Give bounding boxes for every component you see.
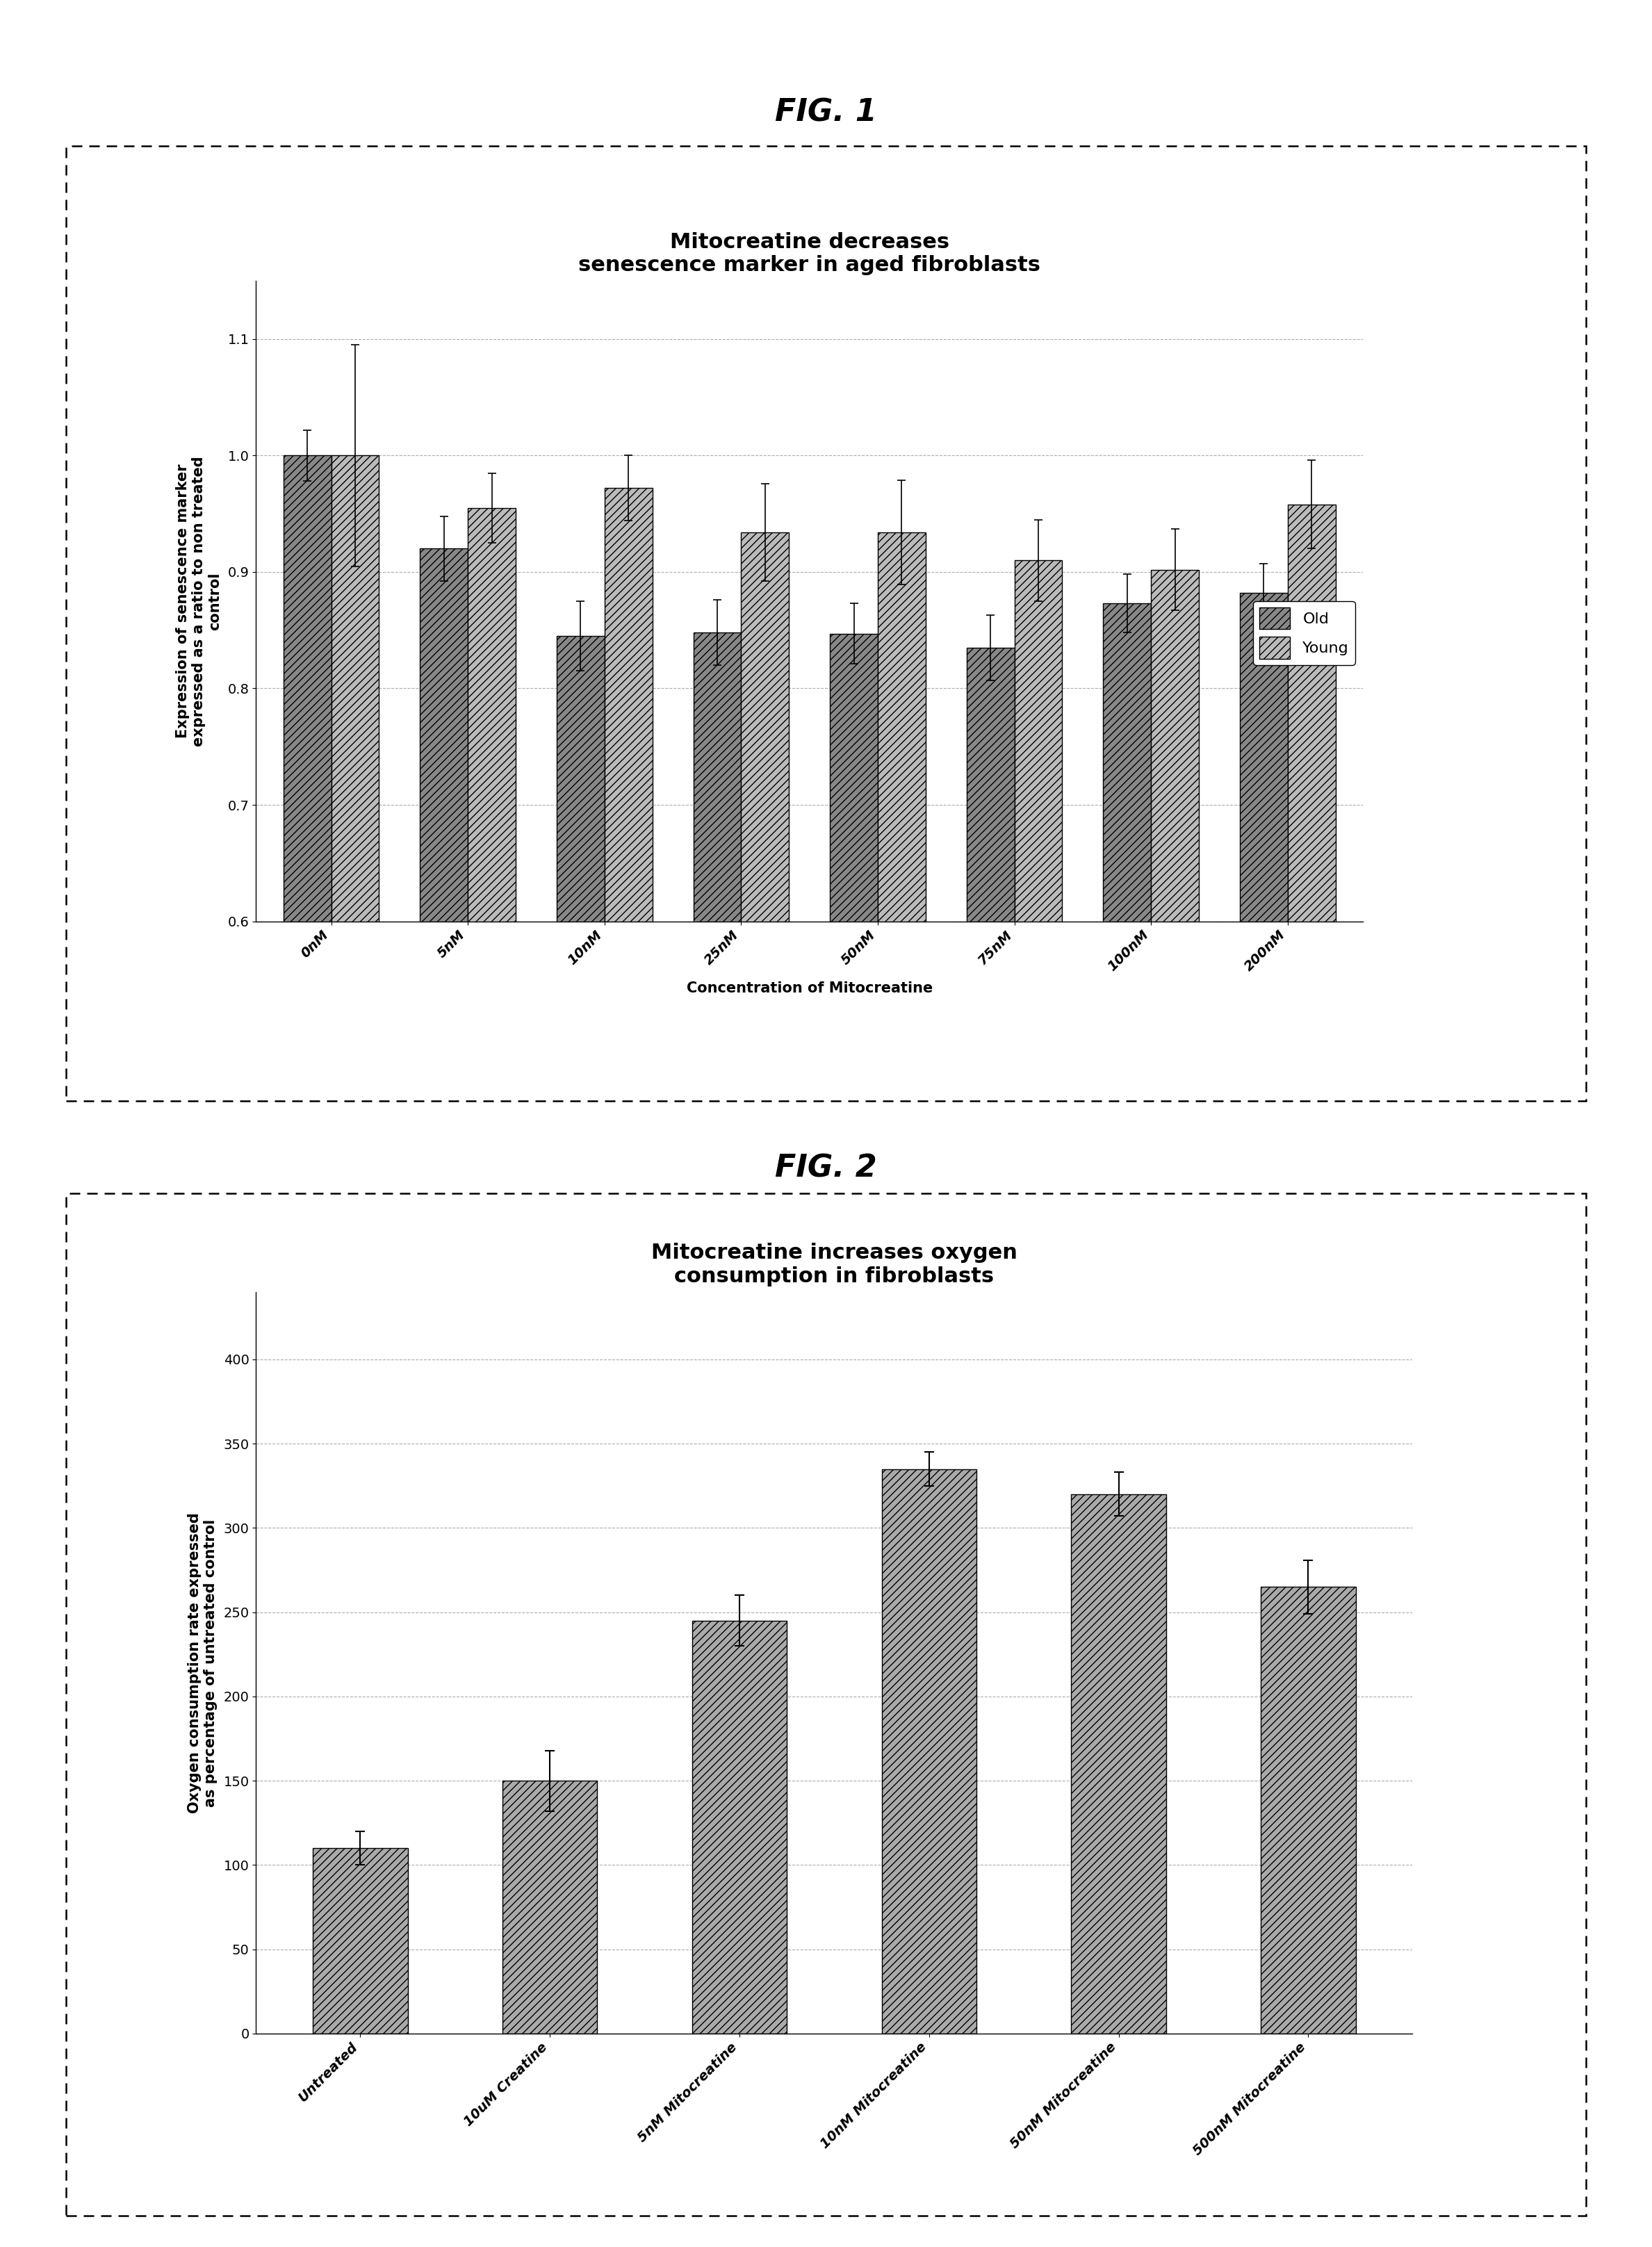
- Bar: [692, 1620, 786, 2034]
- Bar: [284, 456, 330, 1620]
- Bar: [1151, 571, 1199, 1620]
- Bar: [1260, 1586, 1356, 2034]
- X-axis label: Concentration of Mitocreatine: Concentration of Mitocreatine: [686, 982, 933, 995]
- Y-axis label: Expression of senescence marker
expressed as a ratio to non treated
control: Expression of senescence marker expresse…: [175, 456, 221, 746]
- Bar: [1014, 560, 1062, 1620]
- Text: FIG. 1: FIG. 1: [775, 97, 877, 128]
- Legend: Old, Young: Old, Young: [1254, 602, 1355, 665]
- Bar: [468, 508, 515, 1620]
- Title: Mitocreatine increases oxygen
consumption in fibroblasts: Mitocreatine increases oxygen consumptio…: [651, 1243, 1018, 1288]
- Bar: [605, 488, 653, 1620]
- Bar: [877, 533, 925, 1620]
- Bar: [1289, 503, 1335, 1620]
- Bar: [882, 1470, 976, 2034]
- Bar: [330, 456, 378, 1620]
- Bar: [694, 631, 742, 1620]
- Text: FIG. 2: FIG. 2: [775, 1153, 877, 1184]
- Bar: [312, 1847, 408, 2034]
- Bar: [502, 1780, 598, 2034]
- Bar: [1070, 1494, 1166, 2034]
- Bar: [420, 548, 468, 1620]
- Bar: [1241, 593, 1289, 1620]
- Bar: [966, 647, 1014, 1620]
- Title: Mitocreatine decreases
senescence marker in aged fibroblasts: Mitocreatine decreases senescence marker…: [578, 231, 1041, 276]
- Y-axis label: Oxygen consumption rate expressed
as percentage of untreated control: Oxygen consumption rate expressed as per…: [188, 1512, 218, 1813]
- Bar: [1104, 604, 1151, 1620]
- Bar: [742, 533, 790, 1620]
- Bar: [829, 634, 877, 1620]
- Bar: [557, 636, 605, 1620]
